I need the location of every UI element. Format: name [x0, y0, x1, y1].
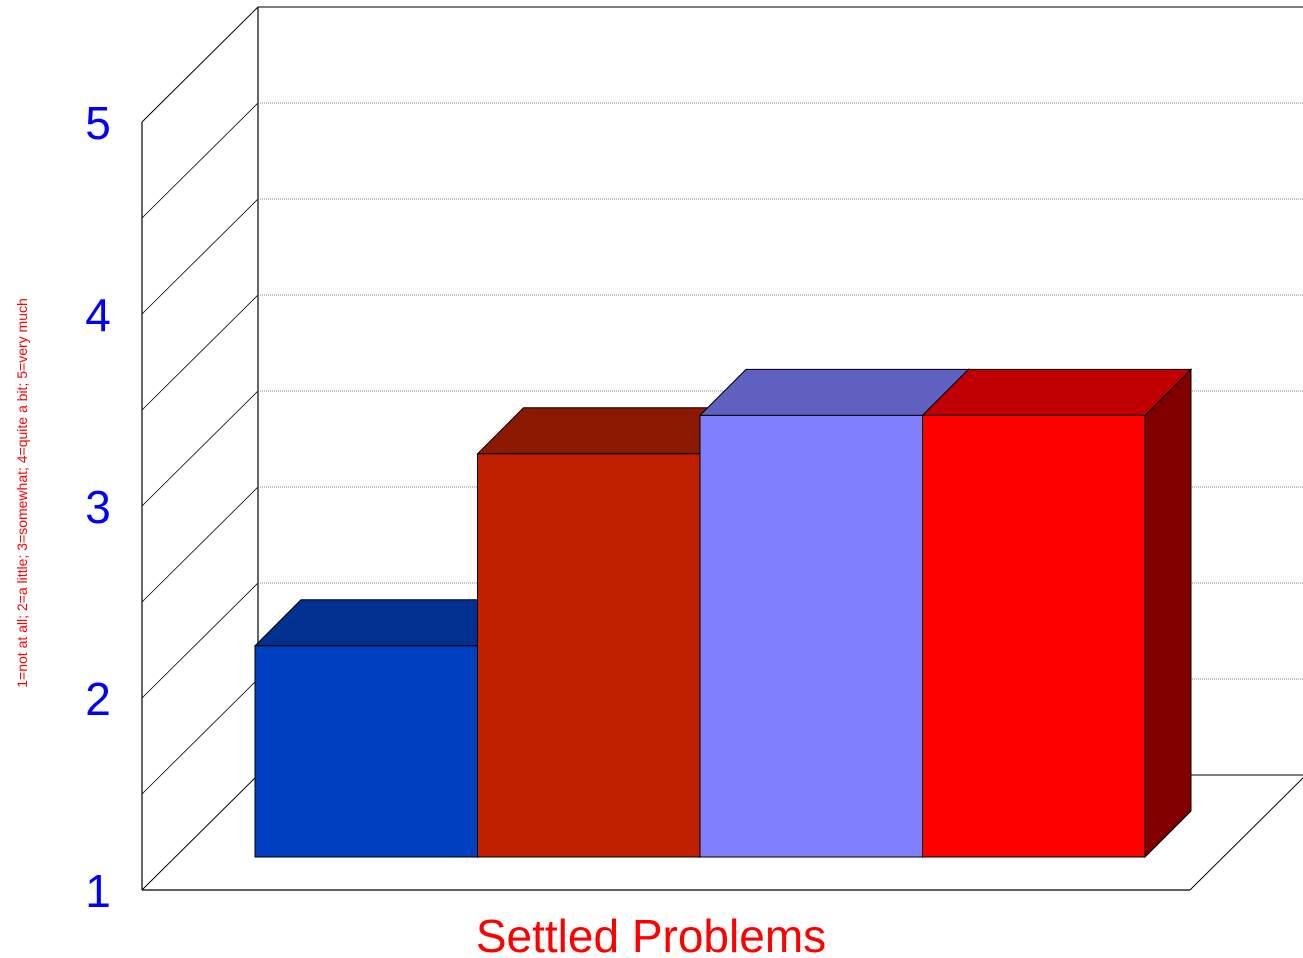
bar [698, 368, 970, 859]
gridline-diagonal [141, 102, 259, 219]
bar-front-face [477, 453, 701, 858]
bar [921, 368, 1193, 859]
x-axis-category-label: Settled Problems [476, 910, 826, 958]
floor-left-edge [141, 774, 259, 891]
bar-top-face [698, 368, 970, 416]
y-axis-title: 1=not at all; 2=a little; 3=somewhat; 4=… [14, 298, 30, 688]
floor-right-edge [1189, 777, 1303, 891]
bar-top-face [921, 368, 1193, 416]
y-tick-label: 4 [85, 289, 111, 341]
side-wall-top-edge [141, 6, 259, 123]
bar-side-face [1144, 368, 1192, 859]
gridline-diagonal [141, 198, 259, 315]
gridline-diagonal [141, 294, 259, 411]
gridline-diagonal [141, 582, 259, 699]
y-tick-labels: 1 2 3 4 5 [85, 97, 111, 917]
bars [253, 368, 1193, 859]
gridline-diagonal [141, 486, 259, 603]
gridline-diagonal [141, 678, 259, 795]
gridline-diagonal [141, 390, 259, 507]
bar-front-face [254, 645, 478, 858]
y-tick-label: 2 [85, 673, 111, 725]
y-tick-label: 5 [85, 97, 111, 149]
bar-front-face [922, 414, 1146, 858]
bar-front-face [699, 414, 923, 858]
y-tick-label: 3 [85, 481, 111, 533]
y-tick-label: 1 [85, 865, 111, 917]
